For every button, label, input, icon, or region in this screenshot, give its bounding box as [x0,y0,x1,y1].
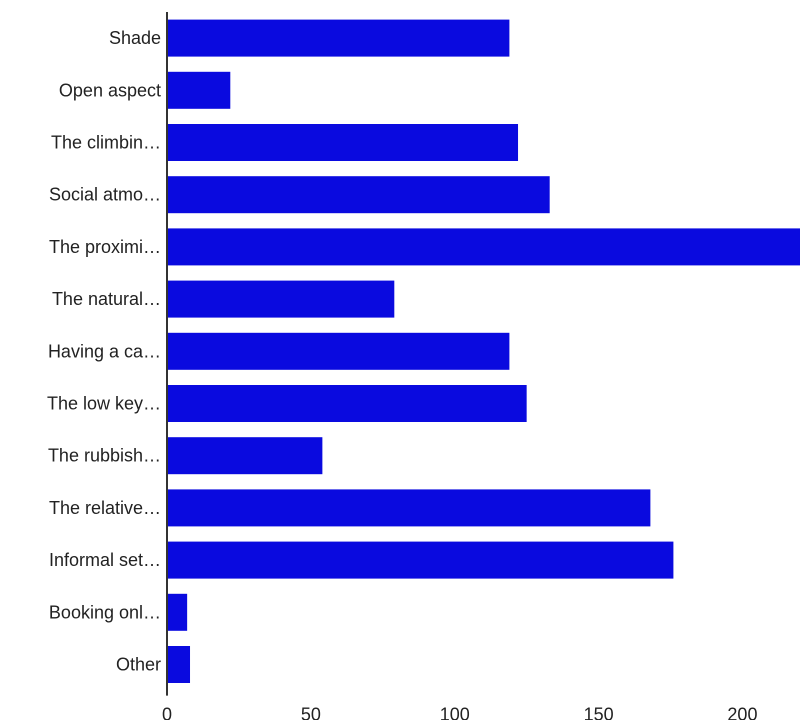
bar [167,280,395,318]
category-label: The proximi… [49,237,161,257]
category-label: Booking onl… [49,602,161,622]
category-label: Shade [109,28,161,48]
bar [167,71,231,109]
x-tick-label: 100 [440,705,470,720]
bar [167,332,510,370]
category-label: Informal set… [49,550,161,570]
x-tick-label: 0 [162,705,172,720]
category-label: The low key… [47,394,161,414]
bar [167,228,800,266]
category-label: Open aspect [59,80,161,100]
bar [167,489,651,527]
bar [167,541,674,579]
category-label: The relative… [49,498,161,518]
bars-group [167,19,800,683]
bar [167,124,519,161]
category-labels: Shade Open aspect The climbin… Social atmo…… [47,28,161,674]
category-label: The climbin… [51,133,161,153]
bar [167,385,527,422]
bar [167,19,510,57]
bar [167,176,550,214]
bar [167,593,188,631]
category-label: The natural… [52,289,161,309]
x-tick-label: 200 [727,705,757,720]
x-axis-ticks: 0 50 100 150 200 [162,705,757,720]
category-label: Other [116,655,161,675]
x-tick-label: 150 [584,705,614,720]
category-label: Social atmo… [49,185,161,205]
bar [167,437,323,475]
bar [167,646,191,683]
category-label: The rubbish… [48,446,161,466]
x-tick-label: 50 [301,705,321,720]
category-label: Having a ca… [48,341,161,361]
